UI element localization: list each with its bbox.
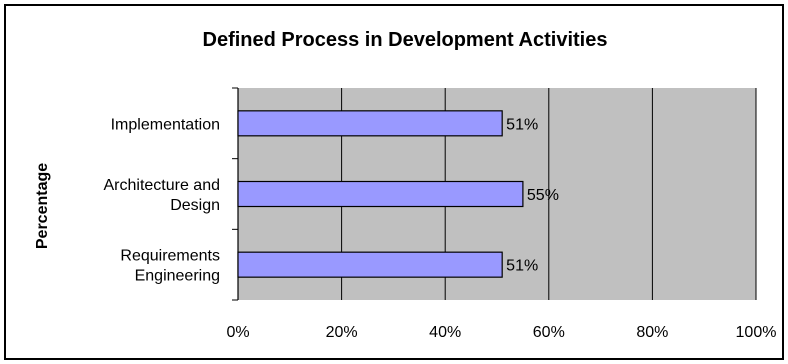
y-axis-label: Percentage [34,163,51,249]
bar-1 [237,180,524,208]
category-label-2-line-0: Requirements [120,248,220,265]
x-tick-label-100: 100% [736,324,777,341]
x-tick-label-20: 20% [326,324,358,341]
value-label-2: 51% [506,258,538,275]
category-label-0-line-0: Implementation [111,116,220,133]
value-label-1: 55% [527,187,559,204]
x-tick-label-60: 60% [533,324,565,341]
bar-0 [237,110,503,137]
bar-2 [237,251,503,278]
category-label-1-line-0: Architecture and [103,177,220,194]
category-label-2-line-1: Engineering [135,268,220,285]
x-tick-label-80: 80% [636,324,668,341]
x-tick-label-0: 0% [226,324,249,341]
x-tick-label-40: 40% [429,324,461,341]
chart-title: Defined Process in Development Activitie… [203,29,608,51]
plot-area: 51% Implementation 55% Architecture and Desi… [103,87,777,341]
value-label-0: 51% [506,116,538,133]
category-label-1-line-1: Design [170,197,220,214]
